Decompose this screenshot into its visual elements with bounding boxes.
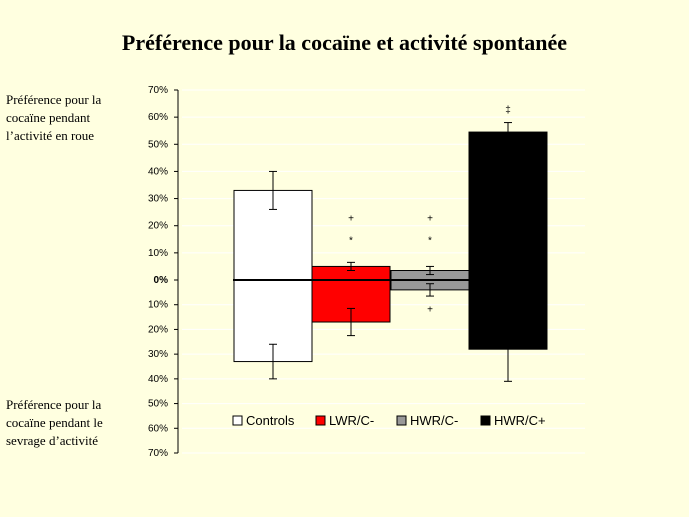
- y-tick-label-10: 30%: [148, 349, 168, 360]
- y-tick-label-8: 10%: [148, 300, 168, 311]
- y-tick-label-11: 40%: [148, 374, 168, 385]
- y-tick-label-13: 60%: [148, 423, 168, 434]
- top-side-label-line-1: Préférence pour la: [6, 92, 102, 107]
- y-tick-label-2: 50%: [148, 139, 168, 150]
- y-tick-label-0: 70%: [148, 85, 168, 96]
- annotation-3: +: [427, 214, 433, 225]
- y-tick-label-14: 70%: [148, 448, 168, 459]
- annotation-0: ‡: [505, 105, 511, 116]
- y-tick-label-9: 20%: [148, 324, 168, 335]
- legend-label-3: HWR/C+: [494, 413, 546, 428]
- y-tick-label-6: 10%: [148, 248, 168, 259]
- legend-label-2: HWR/C-: [410, 413, 458, 428]
- annotation-4: *: [428, 235, 432, 246]
- bar-positive-3: [468, 131, 548, 281]
- bottom-side-label-line-2: cocaïne pendant le: [6, 415, 103, 430]
- y-tick-label-5: 20%: [148, 221, 168, 232]
- page-title: Préférence pour la cocaïne et activité s…: [121, 30, 568, 55]
- top-side-label-line-2: cocaïne pendant: [6, 110, 91, 125]
- y-tick-label-1: 60%: [148, 112, 168, 123]
- annotation-2: *: [349, 235, 353, 246]
- bottom-side-label: Préférence pour la cocaïne pendant le se…: [6, 396, 136, 450]
- legend-swatch-1: [315, 415, 326, 426]
- bottom-side-label-line-3: sevrage d’activité: [6, 433, 99, 448]
- legend-swatch-2: [396, 415, 407, 426]
- bottom-side-label-line-1: Préférence pour la: [6, 397, 102, 412]
- legend-swatch-0: [232, 415, 243, 426]
- annotation-1: +: [348, 214, 354, 225]
- y-tick-label-3: 40%: [148, 166, 168, 177]
- y-tick-label-4: 30%: [148, 194, 168, 205]
- y-tick-label-7: 0%: [154, 275, 169, 286]
- annotation-5: +: [427, 304, 433, 315]
- legend-swatch-3: [480, 415, 491, 426]
- top-side-label: Préférence pour la cocaïne pendant l’act…: [6, 91, 136, 145]
- y-tick-label-12: 50%: [148, 399, 168, 410]
- top-side-label-line-3: l’activité en roue: [6, 128, 95, 143]
- legend-label-1: LWR/C-: [329, 413, 374, 428]
- legend-label-0: Controls: [246, 413, 295, 428]
